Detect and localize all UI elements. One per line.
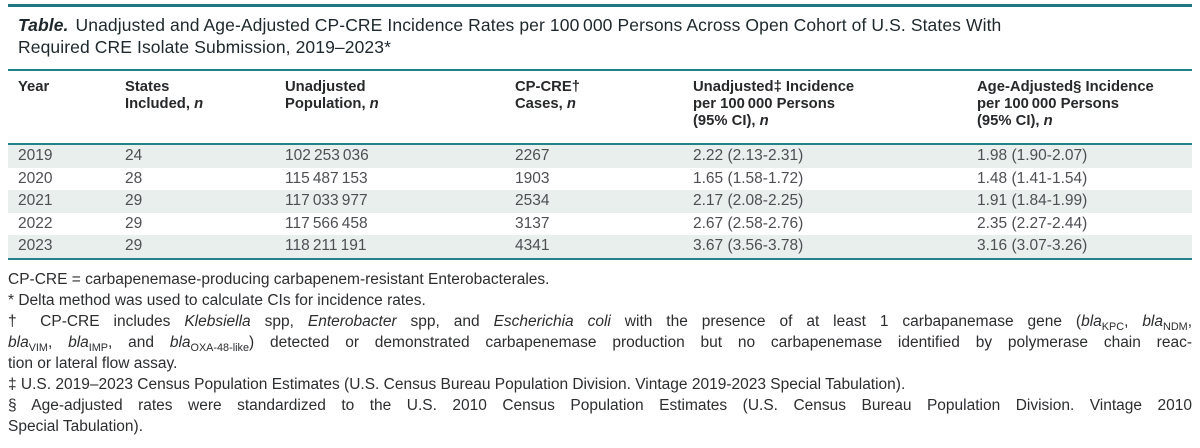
footnote-3: † CP-CRE includes Klebsiella spp, Entero…: [8, 311, 1192, 374]
cell-age-adjusted-incidence: 1.48 (1.41-1.54): [977, 169, 1088, 187]
column-header-unadjusted-incidence: Unadjusted‡ Incidence per 100 000 Persons…: [693, 70, 977, 144]
year-header-line: Year: [18, 79, 50, 95]
cell-unadjusted-population: 102 253 036: [285, 147, 369, 165]
footnote-3-line: tion or lateral flow assay.: [8, 354, 178, 372]
cell-year: 2021: [18, 192, 53, 210]
table-row-2022: 2022 29 117 566 458 3137 2.67 (2.58-2.76) 2.3…: [8, 213, 1192, 236]
footnote-4-line: ‡ U.S. 2019–2023 Census Population Estim…: [8, 375, 906, 393]
cell-states-included: 28: [125, 169, 143, 187]
cell-cp-cre-cases: 2534: [515, 192, 550, 210]
cell-unadjusted-incidence: 2.67 (2.58-2.76): [693, 214, 804, 232]
cell-states-included: 29: [125, 192, 143, 210]
cell-unadjusted-incidence: 3.67 (3.56-3.78): [693, 237, 804, 255]
footnote-2: * Delta method was used to calculate CIs…: [8, 290, 1192, 311]
cell-unadjusted-population: 117 033 977: [285, 192, 368, 210]
journal-table-figure: Table. Unadjusted and Age-Adjusted CP-CRE…: [0, 4, 1200, 448]
incidence-table: Year States Included, n Unadjusted Populatio…: [8, 69, 1192, 260]
table-row-2020: 2020 28 115 487 153 1903 1.65 (1.58-1.72) 1.4…: [8, 168, 1192, 191]
cell-unadjusted-population: 117 566 458: [285, 214, 368, 232]
table-row-2021: 2021 29 117 033 977 2534 2.17 (2.08-2.25) 1.9…: [8, 190, 1192, 213]
unadjusted-incidence-header-line: per 100 000 Persons: [693, 96, 835, 112]
table-row-2023: 2023 29 118 211 191 4341 3.67 (3.56-3.78) 3.1…: [8, 235, 1192, 259]
cell-cp-cre-cases: 4341: [515, 237, 550, 255]
cell-age-adjusted-incidence: 2.35 (2.27-2.44): [977, 214, 1088, 232]
cell-unadjusted-incidence: 2.17 (2.08-2.25): [693, 192, 804, 210]
unadjusted-incidence-header-line: (95% CI), n: [693, 113, 769, 129]
column-header-unadjusted-population: Unadjusted Population, n: [285, 70, 515, 144]
cell-cp-cre-cases: 1903: [515, 169, 550, 187]
footnote-4: ‡ U.S. 2019–2023 Census Population Estim…: [8, 374, 1192, 395]
cell-age-adjusted-incidence: 3.16 (3.07-3.26): [977, 237, 1088, 255]
footnote-1-line: CP-CRE = carbapenemase-producing carbape…: [8, 270, 550, 288]
cell-states-included: 29: [125, 237, 143, 255]
footnote-5-line: § Age-adjusted rates were standardized t…: [8, 396, 1192, 414]
table-title-label: Table.: [18, 15, 69, 35]
column-header-year: Year: [8, 70, 125, 144]
top-divider-rule: [8, 4, 1192, 7]
column-header-age-adjusted-incidence: Age-Adjusted§ Incidence per 100 000 Perso…: [977, 70, 1192, 144]
unadjusted-incidence-header-line: Unadjusted‡ Incidence: [693, 79, 855, 95]
footnote-2-line: * Delta method was used to calculate CIs…: [8, 291, 426, 309]
cell-states-included: 29: [125, 214, 143, 232]
cp-cre-cases-header-line: CP-CRE†: [515, 79, 580, 95]
footnote-5: § Age-adjusted rates were standardized t…: [8, 395, 1192, 437]
table-title-text: Unadjusted and Age-Adjusted CP-CRE Incid…: [18, 15, 1002, 57]
footnote-5-line: Special Tabulation).: [8, 417, 143, 435]
footnote-1: CP-CRE = carbapenemase-producing carbape…: [8, 269, 1192, 290]
table-footnotes: CP-CRE = carbapenemase-producing carbape…: [8, 269, 1192, 437]
table-header-row: Year States Included, n Unadjusted Populatio…: [8, 70, 1192, 144]
age-adjusted-incidence-header-line: (95% CI), n: [977, 113, 1053, 129]
cell-year: 2023: [18, 237, 53, 255]
age-adjusted-incidence-header-line: Age-Adjusted§ Incidence: [977, 79, 1154, 95]
footnote-3-line: blaVIM, blaIMP, and blaOXA-48-like) dete…: [8, 333, 1192, 354]
cell-unadjusted-population: 118 211 191: [285, 237, 367, 255]
column-header-states-included: States Included, n: [125, 70, 285, 144]
unadjusted-population-header-line: Unadjusted: [285, 79, 366, 95]
table-row-2019: 2019 24 102 253 036 2267 2.22 (2.13-2.31) 1.9…: [8, 144, 1192, 168]
states-included-header-line: Included, n: [125, 96, 204, 112]
states-included-header-line: States: [125, 79, 170, 95]
cell-year: 2022: [18, 214, 53, 232]
table-header: Year States Included, n Unadjusted Populatio…: [8, 70, 1192, 144]
cp-cre-cases-header-line: Cases, n: [515, 96, 576, 112]
table-title: Table. Unadjusted and Age-Adjusted CP-CRE…: [18, 15, 1078, 58]
cell-cp-cre-cases: 2267: [515, 147, 550, 165]
cell-unadjusted-incidence: 2.22 (2.13-2.31): [693, 147, 804, 165]
cell-unadjusted-incidence: 1.65 (1.58-1.72): [693, 169, 804, 187]
table-body: 2019 24 102 253 036 2267 2.22 (2.13-2.31) 1.9…: [8, 144, 1192, 259]
column-header-cp-cre-cases: CP-CRE† Cases, n: [515, 70, 693, 144]
unadjusted-population-header-line: Population, n: [285, 96, 379, 112]
cell-cp-cre-cases: 3137: [515, 214, 550, 232]
cell-age-adjusted-incidence: 1.98 (1.90-2.07): [977, 147, 1088, 165]
cell-unadjusted-population: 115 487 153: [285, 169, 368, 187]
cell-states-included: 24: [125, 147, 143, 165]
cell-year: 2020: [18, 169, 53, 187]
cell-year: 2019: [18, 147, 53, 165]
footnote-3-line: † CP-CRE includes Klebsiella spp, Entero…: [8, 312, 1193, 333]
age-adjusted-incidence-header-line: per 100 000 Persons: [977, 96, 1119, 112]
cell-age-adjusted-incidence: 1.91 (1.84-1.99): [977, 192, 1088, 210]
